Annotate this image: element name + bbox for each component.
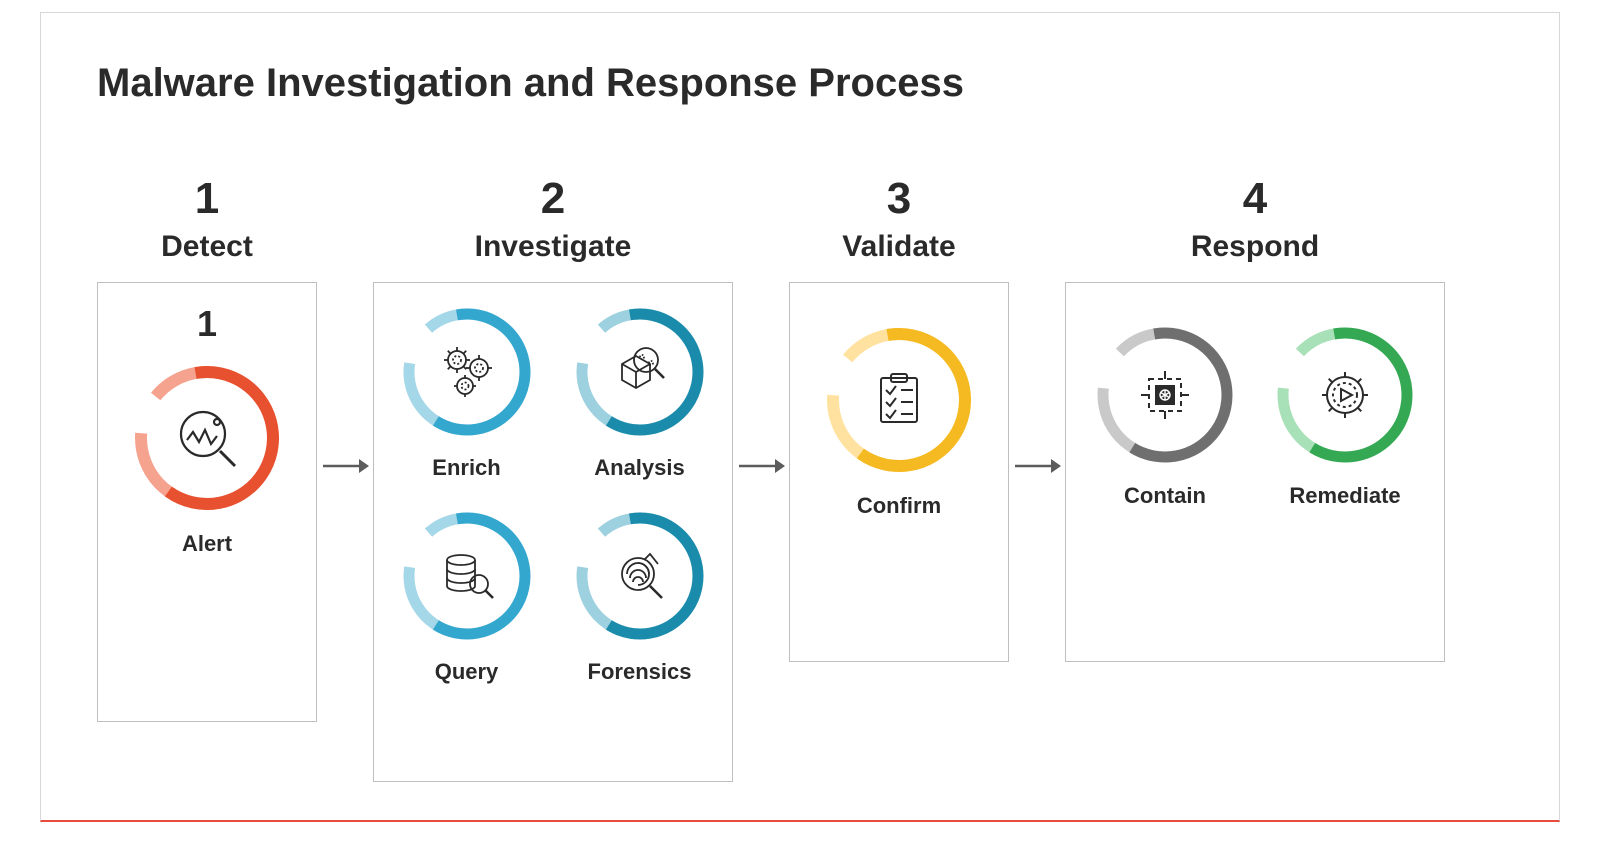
stage-box: 1 Al: [97, 282, 317, 722]
item-forensics: Forensics: [565, 501, 715, 685]
gear-play-icon: [1322, 372, 1368, 418]
ring-icon: [565, 501, 715, 651]
item-label: Analysis: [594, 455, 685, 481]
target-chip-icon: [1141, 371, 1189, 419]
arrow: [1009, 174, 1065, 478]
checklist-icon: [881, 374, 917, 422]
investigate-grid: Enrich: [390, 297, 716, 685]
magnify-cube-icon: [622, 348, 664, 388]
item-enrich: Enrich: [392, 297, 542, 481]
arrow-right-icon: [737, 454, 785, 478]
stage-number: 3: [887, 174, 911, 224]
stage-box: Contain: [1065, 282, 1445, 662]
stage-title: Validate: [842, 230, 955, 264]
page-title: Malware Investigation and Response Proce…: [97, 61, 1503, 106]
ring-icon: [122, 353, 292, 523]
item-label: Enrich: [432, 455, 500, 481]
diagram-frame: Malware Investigation and Response Proce…: [40, 12, 1560, 822]
item-label: Remediate: [1289, 483, 1400, 509]
item-label: Contain: [1124, 483, 1206, 509]
stage-detect: 1 Detect 1: [97, 174, 317, 722]
stage-validate: 3 Validate: [789, 174, 1009, 662]
ring-icon: [565, 297, 715, 447]
arrow-right-icon: [321, 454, 369, 478]
stage-respond: 4 Respond: [1065, 174, 1445, 662]
inner-number: 1: [197, 303, 217, 345]
item-label: Confirm: [857, 493, 941, 519]
stage-investigate: 2 Investigate: [373, 174, 733, 782]
arrow-right-icon: [1013, 454, 1061, 478]
stage-title: Investigate: [475, 230, 632, 264]
stages-row: 1 Detect 1: [97, 174, 1503, 782]
magnify-wave-icon: [181, 412, 235, 466]
item-query: Query: [392, 501, 542, 685]
item-label: Query: [435, 659, 499, 685]
gears-icon: [444, 347, 492, 397]
ring-icon: [392, 297, 542, 447]
db-magnify-icon: [447, 555, 493, 598]
stage-number: 1: [195, 174, 219, 224]
stage-number: 4: [1243, 174, 1267, 224]
item-alert: Alert: [122, 353, 292, 557]
arrow: [733, 174, 789, 478]
ring-icon: [1265, 315, 1425, 475]
item-confirm: Confirm: [814, 315, 984, 519]
item-remediate: Remediate: [1265, 315, 1425, 509]
stage-number: 2: [541, 174, 565, 224]
fingerprint-magnify-icon: [622, 554, 662, 598]
arrow: [317, 174, 373, 478]
stage-box: Confirm: [789, 282, 1009, 662]
ring-icon: [392, 501, 542, 651]
stage-box: Enrich: [373, 282, 733, 782]
item-label: Forensics: [588, 659, 692, 685]
item-contain: Contain: [1085, 315, 1245, 509]
stage-title: Detect: [161, 230, 253, 264]
item-analysis: Analysis: [565, 297, 715, 481]
ring-icon: [1085, 315, 1245, 475]
stage-title: Respond: [1191, 230, 1319, 264]
ring-icon: [814, 315, 984, 485]
item-label: Alert: [182, 531, 232, 557]
